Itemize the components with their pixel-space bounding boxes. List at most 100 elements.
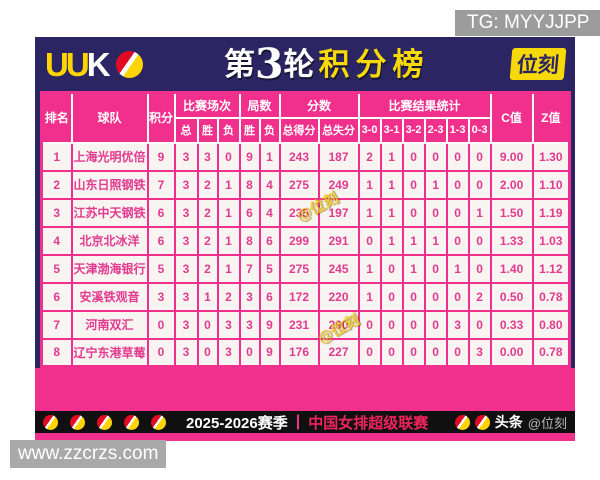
table-cell: 231 — [278, 309, 320, 340]
table-cell: 0 — [445, 281, 470, 312]
title-round-suffix: 轮 — [283, 46, 315, 82]
table-row: 8 辽宁东港草莓 0 3 0 3 0 9 176 227 0 0 0 0 0 3 0.00 0.78 — [40, 337, 571, 368]
table-cell: 249 — [317, 169, 360, 200]
col-header-result-1-3: 1-3 — [445, 116, 470, 144]
table-cell: 1 — [379, 169, 404, 200]
table-cell: 3 — [146, 281, 176, 312]
table-cell: 0 — [379, 337, 404, 368]
table-cell: 9 — [258, 309, 281, 340]
table-cell: 1 — [357, 197, 382, 228]
table-cell: 0 — [445, 337, 470, 368]
table-cell: 1 — [357, 281, 382, 312]
table-cell: 275 — [278, 253, 320, 284]
table-cell: 1 — [401, 253, 426, 284]
table-cell: 0.50 — [489, 281, 534, 312]
table-cell: 1 — [216, 225, 241, 256]
main-banner: UUK 第3轮 积分榜 位刻 排名 球队 — [35, 37, 575, 441]
table-cell: 0 — [467, 225, 492, 256]
author-handle: @位刻 — [527, 415, 567, 431]
col-header-matches-won: 胜 — [196, 116, 219, 144]
table-cell: 0.00 — [489, 337, 534, 368]
standings-table: 排名 球队 积分 比赛场次 局数 分数 比赛结果统计 C值 Z值 总 胜 负 — [40, 91, 572, 368]
col-header-sets-won: 胜 — [238, 116, 261, 144]
table-cell: 220 — [317, 281, 360, 312]
table-cell: 1.50 — [489, 197, 534, 228]
logo-letter: U — [45, 45, 69, 83]
table-cell: 0 — [379, 253, 404, 284]
table-cell: 1.03 — [531, 225, 571, 256]
table-cell: 0 — [423, 253, 448, 284]
standings-body: 1 上海光明优倍 9 3 3 0 9 1 243 187 2 1 0 0 0 0 9.00 1.30 2 山东日照钢铁… — [40, 141, 571, 368]
table-cell: 0 — [401, 337, 426, 368]
pink-strip — [35, 433, 575, 441]
table-row: 1 上海光明优倍 9 3 3 0 9 1 243 187 2 1 0 0 0 0 9.00 1.30 — [40, 141, 571, 172]
table-cell: 0.80 — [531, 309, 571, 340]
table-cell: 3 — [467, 337, 492, 368]
col-header-points-against: 总失分 — [317, 116, 360, 144]
table-cell: 172 — [278, 281, 320, 312]
rank-cell: 8 — [40, 337, 73, 368]
table-row: 6 安溪铁观音 3 3 1 2 3 6 172 220 1 0 0 0 0 2 0.50 0.78 — [40, 281, 571, 312]
table-cell: 1 — [379, 141, 404, 172]
table-row: 4 北京北冰洋 6 3 2 1 8 6 299 291 0 1 1 1 0 0 1.33 1.03 — [40, 225, 571, 256]
table-cell: 6 — [258, 225, 281, 256]
table-cell: 291 — [317, 225, 360, 256]
footer-source: 头条 @位刻 — [454, 412, 567, 432]
table-row: 2 山东日照钢铁 7 3 2 1 8 4 275 249 1 1 0 1 0 0 2.00 1.10 — [40, 169, 571, 200]
team-cell: 北京北冰洋 — [70, 225, 149, 256]
table-cell: 6 — [258, 281, 281, 312]
table-cell: 1 — [258, 141, 281, 172]
table-cell: 1 — [423, 169, 448, 200]
table-cell: 290 — [317, 309, 360, 340]
table-cell: 3 — [173, 253, 199, 284]
weike-brand-badge: 位刻 — [509, 48, 567, 80]
footer-bar: 2025-2026赛季 | 中国女排超级联赛 头条 @位刻 — [35, 411, 575, 433]
col-header-team: 球队 — [70, 91, 149, 144]
table-cell: 0 — [445, 169, 470, 200]
season-label: 2025-2026赛季 — [186, 414, 288, 432]
col-header-result-3-2: 3-2 — [401, 116, 426, 144]
table-cell: 0 — [423, 197, 448, 228]
table-cell: 3 — [173, 141, 199, 172]
table-cell: 2 — [357, 141, 382, 172]
col-group-results: 比赛结果统计 — [357, 91, 492, 119]
col-header-c-value: C值 — [489, 91, 534, 144]
table-cell: 8 — [238, 169, 261, 200]
table-cell: 0 — [401, 141, 426, 172]
table-cell: 187 — [317, 141, 360, 172]
team-cell: 天津渤海银行 — [70, 253, 149, 284]
table-cell: 1 — [401, 225, 426, 256]
table-cell: 0 — [445, 225, 470, 256]
table-row: 7 河南双汇 0 3 0 3 3 9 231 290 0 0 0 0 3 0 0.33 0.80 — [40, 309, 571, 340]
table-cell: 0 — [423, 281, 448, 312]
table-cell: 7 — [238, 253, 261, 284]
table-cell: 8 — [238, 225, 261, 256]
table-cell: 6 — [146, 197, 176, 228]
table-cell: 1.12 — [531, 253, 571, 284]
col-header-matches-total: 总 — [173, 116, 199, 144]
table-cell: 3 — [238, 281, 261, 312]
table-cell: 3 — [216, 337, 241, 368]
banner-header: UUK 第3轮 积分榜 位刻 — [35, 37, 575, 91]
title-round-number: 3 — [255, 39, 284, 88]
pink-band — [35, 368, 575, 411]
table-cell: 6 — [146, 225, 176, 256]
table-cell: 1.19 — [531, 197, 571, 228]
header-row-groups: 排名 球队 积分 比赛场次 局数 分数 比赛结果统计 C值 Z值 — [40, 91, 571, 144]
table-cell: 1.33 — [489, 225, 534, 256]
table-cell: 3 — [196, 141, 219, 172]
table-cell: 0 — [423, 309, 448, 340]
table-cell: 0 — [467, 309, 492, 340]
table-cell: 9 — [258, 337, 281, 368]
rank-cell: 6 — [40, 281, 73, 312]
table-cell: 1 — [216, 253, 241, 284]
volleyball-icon — [151, 414, 166, 430]
logo-letter: K — [86, 45, 111, 83]
footer-divider: | — [295, 413, 301, 430]
col-header-matches-lost: 负 — [216, 116, 241, 144]
col-header-sets-lost: 负 — [258, 116, 281, 144]
table-cell: 1 — [445, 253, 470, 284]
table-cell: 2 — [196, 253, 219, 284]
col-group-matches: 比赛场次 — [173, 91, 241, 119]
